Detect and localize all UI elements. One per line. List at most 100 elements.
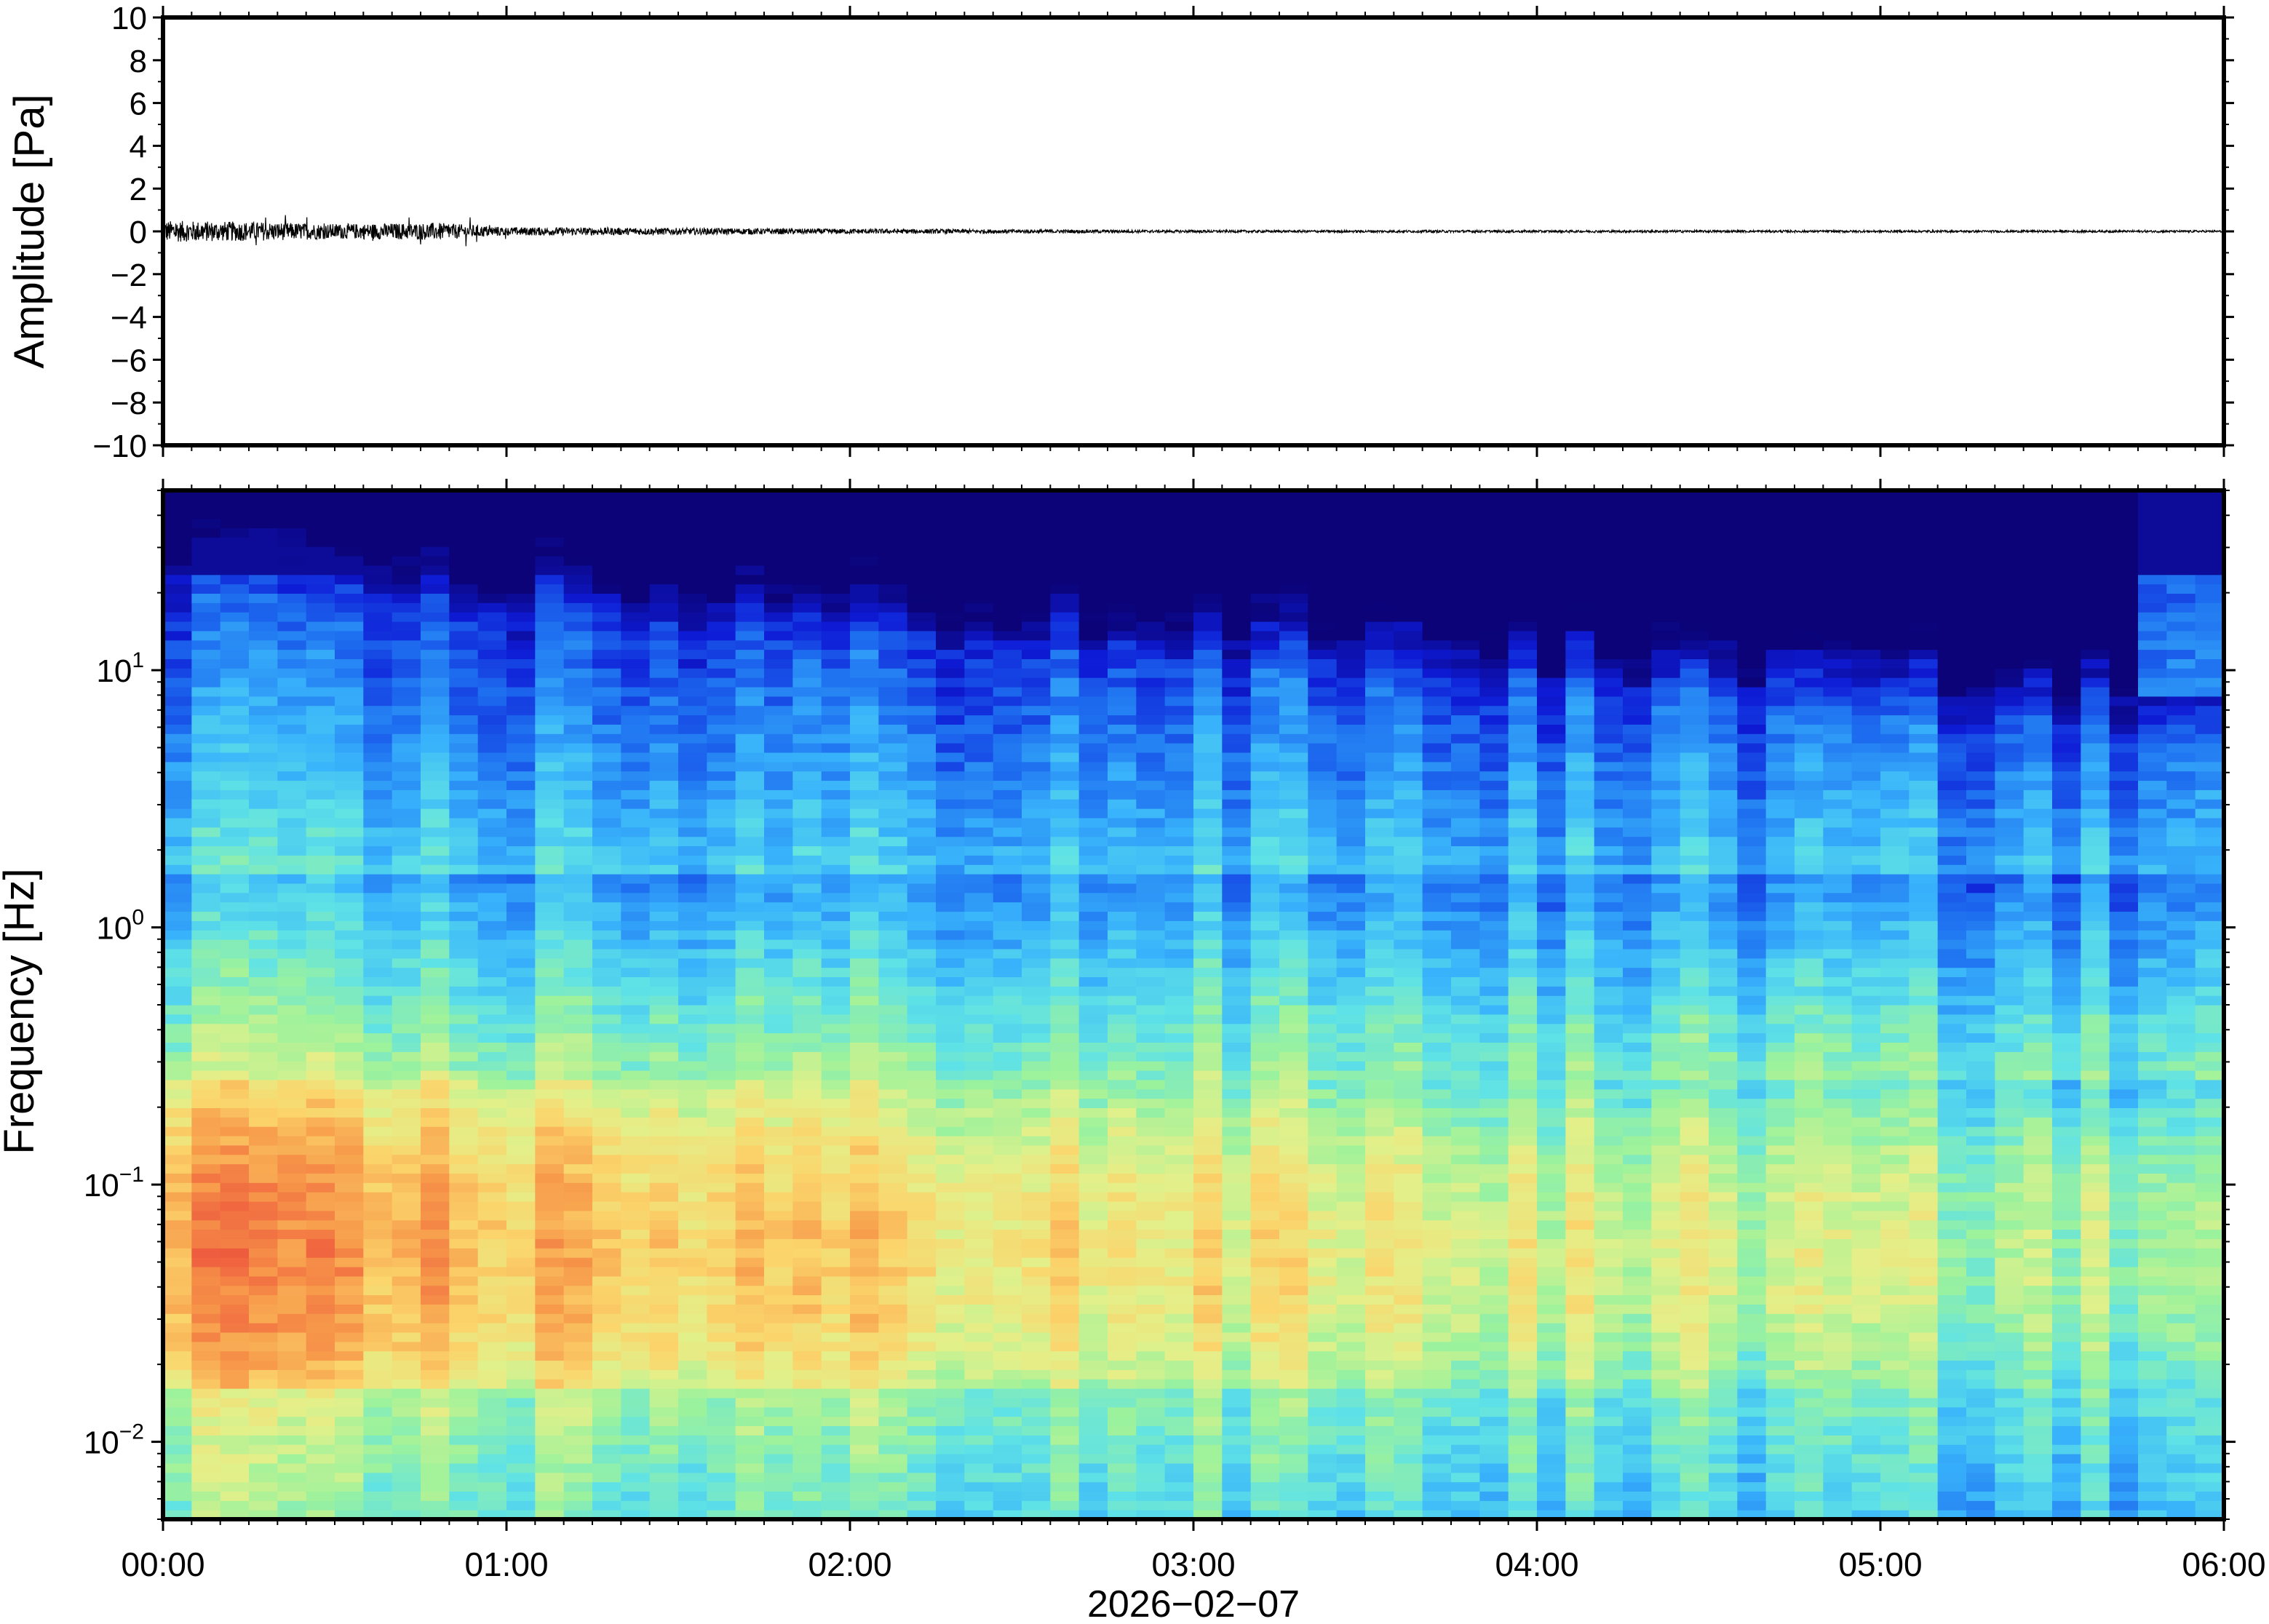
spectrogram-cell: [1336, 1472, 1366, 1483]
spectrogram-cell: [506, 986, 536, 996]
spectrogram-cell: [1078, 986, 1108, 996]
spectrogram-cell: [1078, 976, 1108, 987]
spectrogram-cell: [1222, 1182, 1252, 1193]
spectrogram-cell: [1078, 1388, 1108, 1398]
spectrogram-cell: [649, 537, 679, 547]
spectrogram-cell: [1250, 1061, 1280, 1071]
spectrogram-cell: [850, 528, 879, 538]
spectrogram-cell: [506, 1079, 536, 1090]
spectrogram-cell: [392, 574, 421, 585]
spectrogram-cell: [1308, 1126, 1338, 1137]
spectrogram-cell: [163, 1135, 192, 1146]
spectrogram-cell: [477, 593, 507, 603]
spectrogram-cell: [735, 920, 765, 931]
spectrogram-cell: [1250, 1126, 1280, 1137]
spectrogram-cell: [335, 1061, 364, 1071]
spectrogram-cell: [1078, 649, 1108, 659]
spectrogram-cell: [535, 892, 565, 903]
spectrogram-cell: [1222, 1126, 1252, 1137]
spectrogram-cell: [592, 1266, 621, 1277]
spectrogram-cell: [1022, 640, 1051, 650]
spectrogram-cell: [850, 1454, 879, 1464]
spectrogram-cell: [191, 883, 221, 893]
spectrogram-cell: [220, 724, 250, 734]
spectrogram-cell: [678, 733, 707, 744]
spectrogram-cell: [1222, 995, 1252, 1006]
spectrogram-cell: [936, 1229, 965, 1239]
spectrogram-cell: [163, 677, 192, 688]
spectrogram-cell: [649, 761, 679, 772]
spectrogram-cell: [1222, 780, 1252, 790]
spectrogram-cell: [506, 546, 536, 557]
spectrogram-cell: [907, 1145, 937, 1155]
spectrogram-cell: [1308, 1350, 1338, 1361]
spectrogram-cell: [392, 1369, 421, 1380]
spectrogram-cell: [1193, 901, 1223, 912]
spectrogram-cell: [220, 808, 250, 819]
spectrogram-cell: [220, 1117, 250, 1127]
spectrogram-cell: [621, 668, 651, 678]
spectrogram-cell: [421, 901, 450, 912]
spectrogram-cell: [1050, 715, 1080, 725]
spectrogram-cell: [1050, 1229, 1080, 1239]
spectrogram-cell: [1394, 986, 1423, 996]
spectrogram-cell: [878, 640, 908, 650]
spectrogram-cell: [335, 817, 364, 828]
spectrogram-cell: [392, 1070, 421, 1080]
spectrogram-cell: [1078, 555, 1108, 566]
spectrogram-cell: [878, 1173, 908, 1183]
spectrogram-cell: [592, 1163, 621, 1174]
spectrogram-cell: [592, 1500, 621, 1510]
spectrogram-cell: [191, 1379, 221, 1389]
spectrogram-cell: [392, 1032, 421, 1043]
spectrogram-cell: [449, 1472, 479, 1483]
spectrogram-cell: [1222, 1462, 1252, 1473]
spectrogram-cell: [936, 874, 965, 884]
spectrogram-cell: [563, 780, 593, 790]
spectrogram-cell: [535, 1350, 565, 1361]
spectrogram-cell: [993, 771, 1022, 781]
spectrogram-cell: [1164, 705, 1194, 716]
spectrogram-cell: [1022, 1229, 1051, 1239]
spectrogram-cell: [191, 602, 221, 613]
spectrogram-cell: [392, 976, 421, 987]
spectrogram-cell: [163, 1500, 192, 1510]
spectrogram-cell: [1222, 1173, 1252, 1183]
spectrogram-cell: [821, 705, 851, 716]
spectrogram-cell: [421, 686, 450, 697]
spectrogram-cell: [506, 901, 536, 912]
spectrogram-cell: [821, 1379, 851, 1389]
spectrogram-cell: [392, 930, 421, 940]
spectrogram-cell: [249, 518, 278, 529]
spectrogram-cell: [1336, 658, 1366, 669]
spectrogram-cell: [1336, 1042, 1366, 1052]
spectrogram-cell: [1108, 1135, 1137, 1146]
spectrogram-cell: [477, 761, 507, 772]
spectrogram-cell: [964, 612, 994, 622]
spectrogram-cell: [792, 1425, 822, 1436]
spectrogram-cell: [993, 1425, 1022, 1436]
spectrogram-cell: [964, 733, 994, 744]
spectrogram-cell: [621, 715, 651, 725]
spectrogram-cell: [678, 1210, 707, 1221]
spectrogram-cell: [1164, 948, 1194, 959]
spectrogram-cell: [1078, 1285, 1108, 1296]
spectrogram-cell: [878, 743, 908, 753]
spectrogram-cell: [878, 1313, 908, 1324]
spectrogram-cell: [1250, 499, 1280, 510]
spectrogram-cell: [649, 733, 679, 744]
spectrogram-cell: [363, 761, 393, 772]
spectrogram-cell: [363, 612, 393, 622]
spectrogram-cell: [735, 565, 765, 576]
spectrogram-cell: [792, 1229, 822, 1239]
spectrogram-cell: [191, 1360, 221, 1370]
spectrogram-cell: [993, 808, 1022, 819]
spectrogram-cell: [1308, 705, 1338, 716]
spectrogram-cell: [1164, 1285, 1194, 1296]
spectrogram-cell: [220, 1388, 250, 1398]
spectrogram-cell: [1193, 1107, 1223, 1118]
spectrogram-cell: [1193, 1126, 1223, 1137]
spectrogram-cell: [1279, 1238, 1308, 1249]
spectrogram-cell: [1365, 1210, 1394, 1221]
spectrogram-cell: [306, 696, 335, 706]
